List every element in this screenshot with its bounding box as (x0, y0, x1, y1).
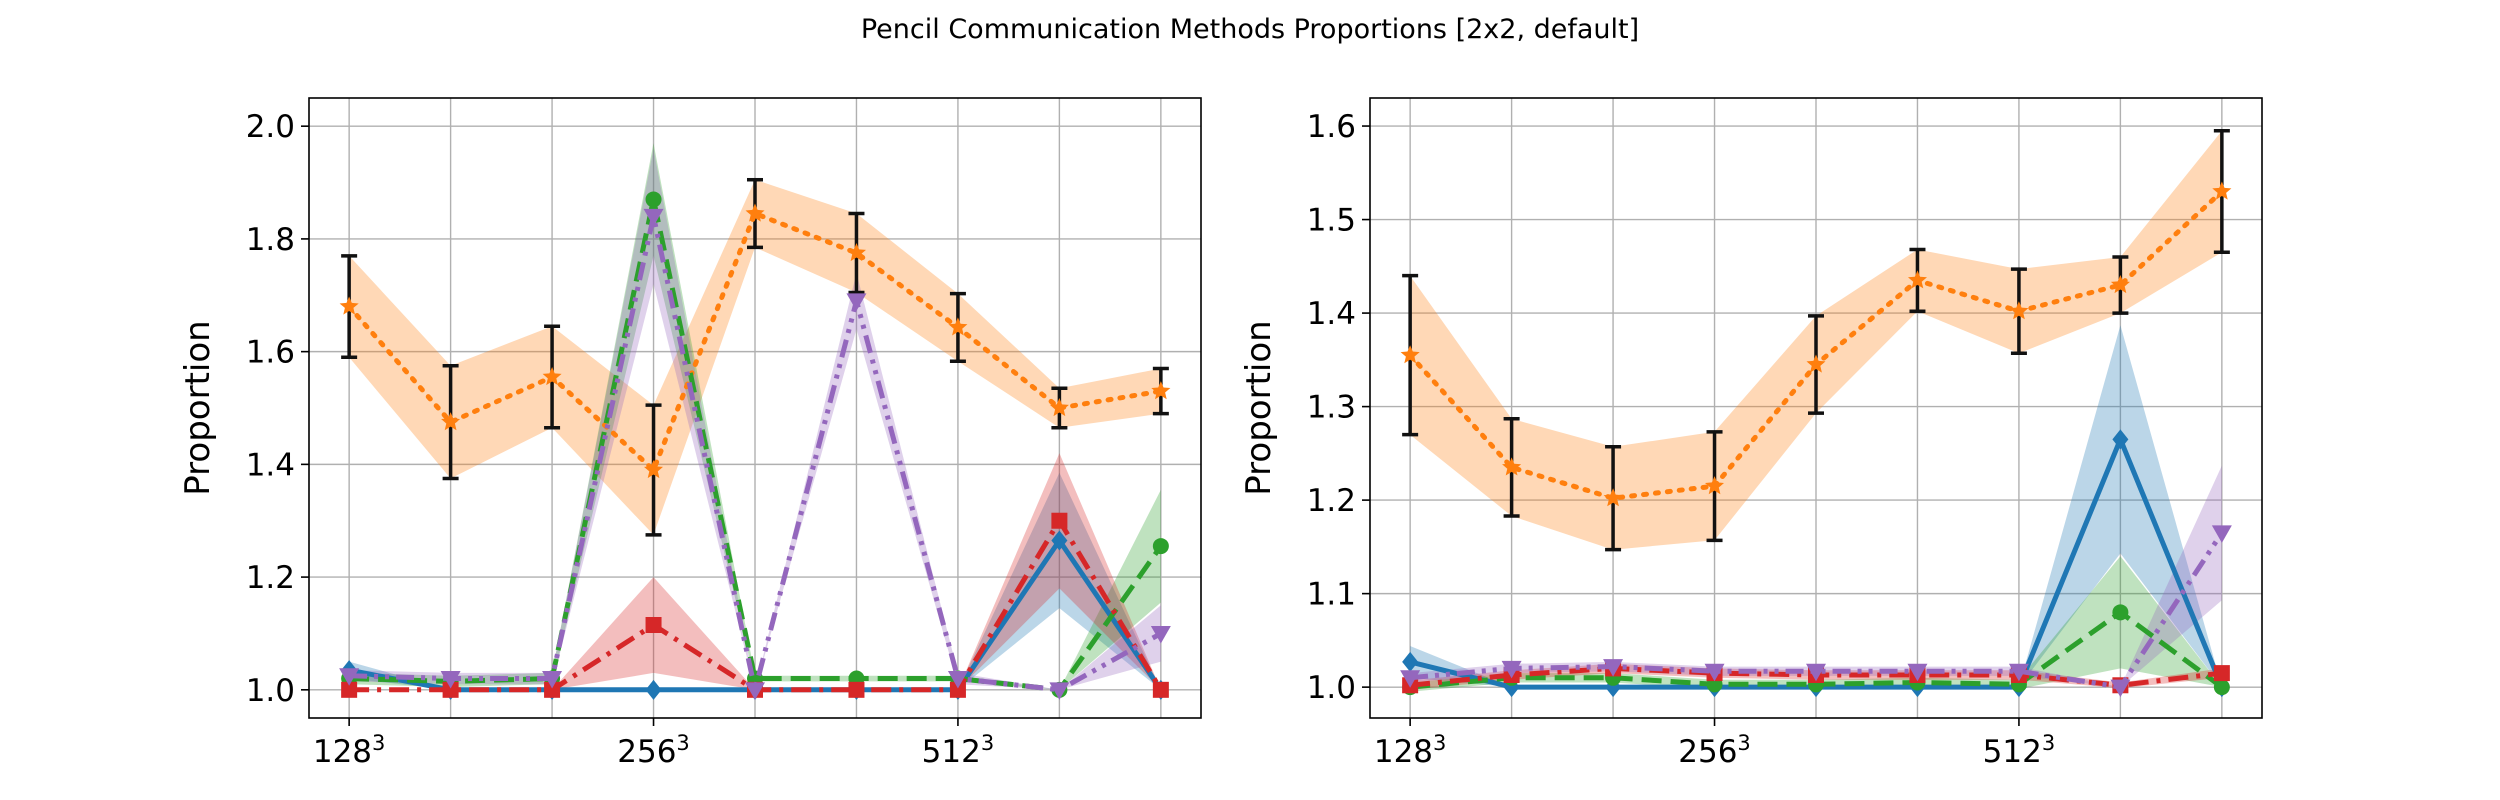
series-5-point (2008, 663, 2029, 682)
y-tick-label: 1.6 (246, 335, 295, 371)
series-5-point (2110, 679, 2131, 698)
series-5-point (1806, 663, 1826, 682)
series-4-point (1051, 512, 1068, 529)
series-5-point (643, 208, 664, 227)
y-axis-label: Proportion (1239, 320, 1279, 495)
series-1-point (1151, 381, 1171, 400)
series-1-point (339, 296, 359, 315)
series-5-point (1907, 663, 1928, 682)
series-4-point (645, 617, 662, 633)
x-tick-label: 1283 (1374, 731, 1447, 770)
series-5-line (349, 213, 1163, 693)
series-5-point (1400, 670, 1421, 688)
y-tick-label: 1.2 (1307, 483, 1356, 519)
series-5-point (1501, 660, 1522, 679)
series-5-point (947, 671, 968, 689)
series-1-line (346, 211, 1164, 473)
plot-frame (308, 97, 1202, 719)
series-3-point (2213, 679, 2230, 696)
y-tick-label: 1.1 (1307, 577, 1356, 613)
y-tick-label: 1.5 (1307, 203, 1356, 239)
chart-panel-2: 1.0 1.1 1.2 1.3 1.4 1.5 1.6 1283 2563 5123 Proport… (1239, 97, 2263, 770)
y-tick-label: 2.0 (246, 109, 295, 145)
series-1-point (644, 460, 663, 479)
series-5-point (1704, 663, 1725, 682)
y-tick-label: 1.8 (246, 222, 295, 258)
series-4-point (949, 681, 966, 698)
series-4-point (2213, 665, 2230, 682)
series-3-point (2112, 604, 2129, 621)
series-1-point (441, 412, 461, 431)
series-4-point (544, 681, 561, 698)
y-axis-label: Proportion (178, 320, 218, 495)
x-tick-label: 5123 (922, 731, 995, 770)
series-5-point (846, 293, 867, 311)
series-5-point (1603, 659, 1624, 677)
series-1-point (1806, 354, 1826, 373)
x-tick-label: 1283 (313, 731, 386, 770)
series-1-point (1908, 270, 1927, 289)
series-2-point (2112, 429, 2129, 450)
series-2-point (1051, 530, 1068, 551)
figure-title: Pencil Communication Methods Proportions… (860, 14, 1640, 45)
plot-frame (1369, 97, 2263, 719)
series-5-point (2211, 525, 2232, 543)
series-5-point (745, 682, 765, 700)
series-1-point (1705, 476, 1724, 495)
series-1-point (948, 317, 968, 336)
y-tick-label: 1.3 (1307, 390, 1356, 426)
y-tick-label: 1.4 (1307, 296, 1356, 332)
series-1-point (2009, 301, 2029, 320)
series-5-point (542, 671, 563, 689)
series-4-point (1152, 681, 1169, 698)
chart-panel-1: 1.0 1.2 1.4 1.6 1.8 2.0 1283 2563 5123 Proportion (178, 97, 1202, 770)
series-4-point (442, 681, 459, 698)
y-tick-label: 1.2 (246, 560, 295, 596)
series-1-point (2110, 275, 2130, 294)
series-5-point (1150, 625, 1171, 644)
series-1-point (1049, 398, 1069, 417)
series-5-point (440, 671, 461, 689)
y-tick-label: 1.0 (1307, 670, 1356, 706)
series-1-point (1400, 345, 1420, 364)
series-4-point (848, 681, 865, 698)
series-1-point (2212, 181, 2232, 200)
y-tick-label: 1.4 (246, 447, 295, 483)
series-2-point (1402, 651, 1419, 672)
y-tick-label: 1.6 (1307, 109, 1356, 145)
y-tick-label: 1.0 (246, 673, 295, 709)
series-5-point (1049, 682, 1070, 700)
series-1-point (542, 367, 562, 386)
x-tick-label: 2563 (617, 731, 690, 770)
series-3-point (645, 191, 662, 208)
series-4-point (341, 681, 358, 698)
series-2-point (645, 679, 662, 700)
x-tick-label: 2563 (1678, 731, 1751, 770)
series-3-point (1152, 538, 1169, 555)
series-1-point (847, 243, 866, 262)
series-1-point (1502, 457, 1522, 476)
series-1-point (745, 203, 765, 222)
series-1-point (1603, 488, 1623, 507)
x-tick-label: 5123 (1983, 731, 2056, 770)
series-5-point (339, 668, 360, 686)
series-5-band (1410, 465, 2222, 688)
